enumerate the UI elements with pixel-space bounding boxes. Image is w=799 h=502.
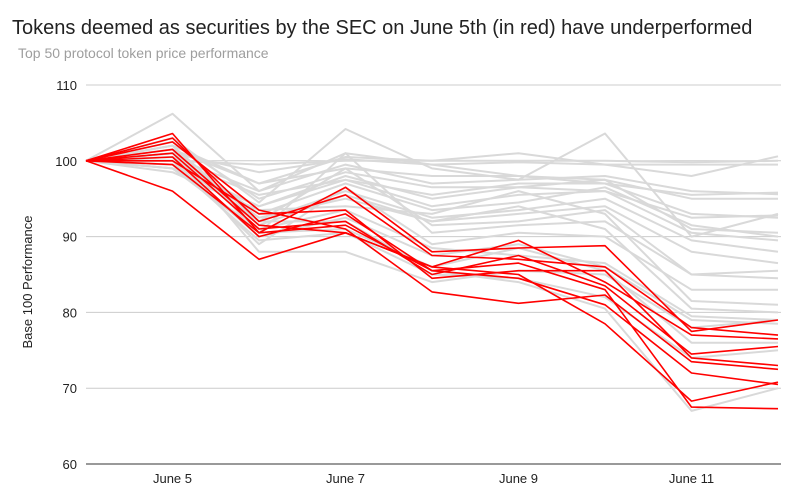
- other-series-line: [85, 159, 779, 321]
- other-series-line: [85, 152, 778, 174]
- x-tick-label: June 5: [153, 471, 192, 486]
- other-series-line: [85, 144, 779, 253]
- other-series-line: [85, 156, 779, 196]
- securities-series-line: [85, 141, 779, 371]
- y-axis-label: Base 100 Performance: [20, 216, 35, 349]
- chart-title: Tokens deemed as securities by the SEC o…: [12, 17, 753, 39]
- y-tick-label: 110: [56, 78, 77, 93]
- securities-series-line: [85, 156, 779, 410]
- x-tick-label: June 9: [499, 471, 538, 486]
- y-tick-label: 100: [55, 154, 77, 169]
- other-token-lines: [85, 112, 779, 412]
- y-tick-label: 70: [63, 381, 77, 396]
- x-tick-label: June 7: [326, 471, 365, 486]
- other-series-line: [85, 140, 778, 200]
- securities-token-lines: [85, 132, 779, 410]
- chart-subtitle: Top 50 protocol token price performance: [18, 45, 269, 61]
- x-tick-label: June 11: [669, 471, 714, 486]
- securities-series-line: [86, 160, 779, 367]
- y-axis-ticks: 60 70 80 90 100 110: [55, 78, 77, 472]
- x-axis-ticks: June 5 June 7 June 9 June 11: [153, 471, 714, 486]
- y-tick-label: 60: [63, 457, 77, 472]
- y-tick-label: 80: [63, 305, 77, 320]
- other-series-line: [86, 159, 779, 166]
- securities-series-line: [85, 137, 779, 336]
- securities-series-line: [85, 148, 779, 402]
- y-tick-label: 90: [63, 230, 77, 245]
